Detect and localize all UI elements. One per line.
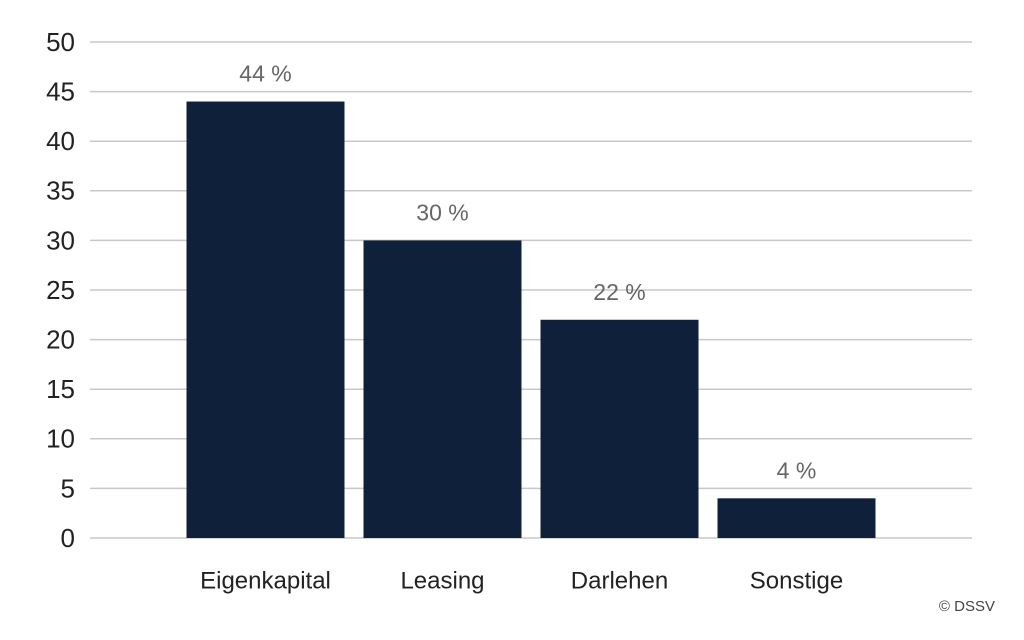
y-tick-label: 50 — [46, 27, 75, 57]
y-tick-label: 0 — [61, 523, 75, 553]
x-tick-label: Leasing — [400, 567, 484, 594]
bar — [540, 319, 699, 538]
y-tick-label: 5 — [61, 473, 75, 503]
value-label: 22 % — [593, 279, 645, 305]
y-tick-label: 40 — [46, 126, 75, 156]
source: © DSSV — [939, 598, 995, 615]
y-tick-label: 35 — [46, 176, 75, 206]
value-label: 4 % — [777, 457, 817, 483]
y-tick-label: 30 — [46, 225, 75, 255]
value-label: 30 % — [416, 199, 468, 225]
y-tick-label: 10 — [46, 424, 75, 454]
x-tick-label: Eigenkapital — [200, 567, 331, 594]
y-tick-label: 15 — [46, 374, 75, 404]
y-tick-label: 20 — [46, 324, 75, 354]
x-tick-label: Darlehen — [571, 567, 668, 594]
y-tick-label: 45 — [46, 76, 75, 106]
bar — [186, 101, 345, 539]
x-tick-label: Sonstige — [750, 567, 843, 594]
y-tick-label: 25 — [46, 275, 75, 305]
value-label: 44 % — [239, 61, 291, 87]
bar — [717, 498, 876, 538]
bar — [363, 240, 522, 538]
